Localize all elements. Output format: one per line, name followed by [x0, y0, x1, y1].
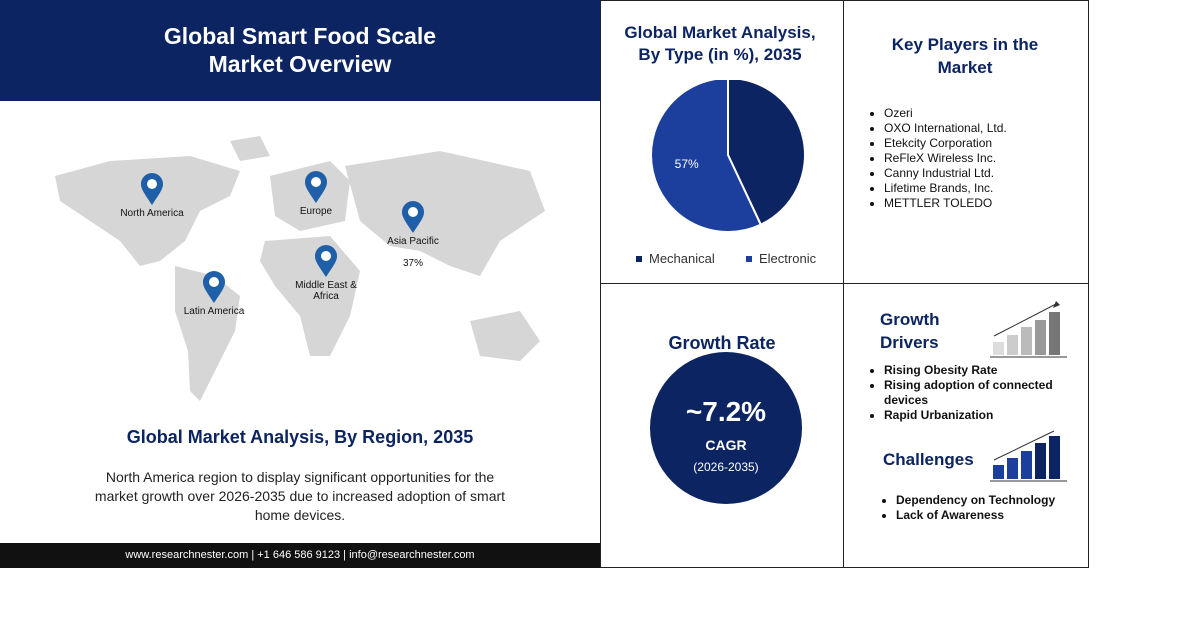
pie-title: Global Market Analysis, By Type (in %), … — [624, 23, 816, 64]
challenge: Dependency on Technology — [896, 493, 1096, 508]
player: Ozeri — [884, 106, 1084, 121]
drivers-list: Rising Obesity RateRising adoption of co… — [868, 363, 1084, 423]
cagr-value: ~7.2% — [685, 396, 767, 427]
players-list: OzeriOXO International, Ltd.Etekcity Cor… — [868, 106, 1084, 211]
growth-circle — [650, 352, 802, 504]
world-map — [55, 136, 545, 401]
region-label: Europe — [299, 206, 333, 217]
drivers-title: Growth Drivers — [880, 310, 940, 352]
land — [55, 136, 545, 401]
pie-chart: 57% Mechanical Electronic — [636, 80, 817, 266]
region-share: 37% — [402, 258, 423, 269]
pin-hole — [408, 207, 418, 217]
region-description: North America region to display signific… — [94, 469, 506, 523]
player: Canny Industrial Ltd. — [884, 166, 1084, 181]
driver: Rising adoption of connected devices — [884, 378, 1084, 408]
legend-swatch — [636, 256, 642, 262]
map-pin — [305, 171, 327, 203]
region-label: North America — [120, 208, 184, 219]
map-pin — [402, 201, 424, 233]
map-pin — [203, 271, 225, 303]
growth-title: Growth Rate — [668, 333, 776, 353]
pie-slice — [727, 80, 806, 227]
pin-hole — [147, 179, 157, 189]
challenge: Lack of Awareness — [896, 508, 1096, 523]
player: Lifetime Brands, Inc. — [884, 181, 1084, 196]
challenges-title: Challenges — [883, 450, 974, 469]
challenges-icon — [990, 430, 1067, 482]
map-pin — [141, 173, 163, 205]
pin-hole — [321, 251, 331, 261]
driver: Rising Obesity Rate — [884, 363, 1084, 378]
player: Etekcity Corporation — [884, 136, 1084, 151]
map-pin — [315, 245, 337, 277]
cagr-label: CAGR — [705, 437, 747, 453]
challenges-list: Dependency on TechnologyLack of Awarenes… — [880, 493, 1096, 523]
footer-text: www.researchnester.com | +1 646 586 9123… — [125, 549, 475, 561]
pin-hole — [311, 177, 321, 187]
region-label: Asia Pacific — [387, 236, 439, 247]
players-title: Key Players in the Market — [891, 35, 1039, 77]
pin-hole — [209, 277, 219, 287]
region-label: Middle East & Africa — [295, 280, 357, 302]
player: OXO International, Ltd. — [884, 121, 1084, 136]
cagr-period: (2026-2035) — [693, 460, 759, 474]
legend-label: Electronic — [759, 251, 817, 266]
header-bar — [0, 0, 600, 101]
pie-label: 57% — [675, 157, 699, 171]
header-title: Global Smart Food Scale Market Overview — [163, 23, 437, 77]
drivers-panel — [843, 283, 1089, 568]
legend-label: Mechanical — [649, 251, 715, 266]
player: METTLER TOLEDO — [884, 196, 1084, 211]
driver: Rapid Urbanization — [884, 408, 1084, 423]
region-heading: Global Market Analysis, By Region, 2035 — [126, 427, 474, 447]
pie-slice — [650, 80, 763, 233]
drivers-icon — [990, 301, 1067, 358]
region-label: Latin America — [183, 306, 245, 317]
player: ReFleX Wireless Inc. — [884, 151, 1084, 166]
legend-swatch — [746, 256, 752, 262]
footer-bar — [0, 543, 600, 568]
